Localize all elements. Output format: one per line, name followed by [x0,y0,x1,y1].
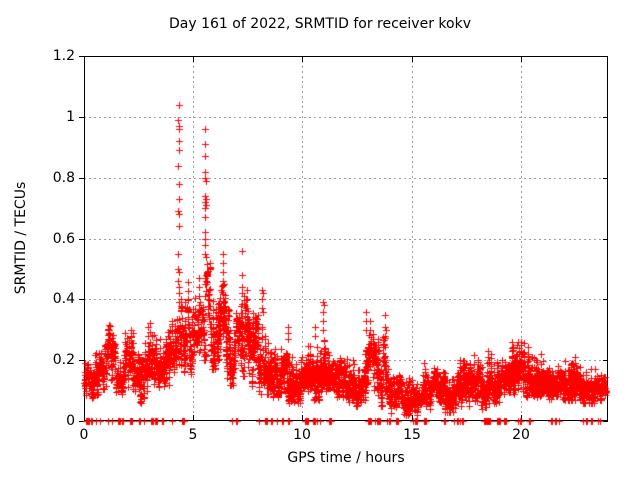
scatter-points-canvas [0,0,640,480]
gnuplot-chart-window: Day 161 of 2022, SRMTID for receiver kok… [0,0,640,480]
